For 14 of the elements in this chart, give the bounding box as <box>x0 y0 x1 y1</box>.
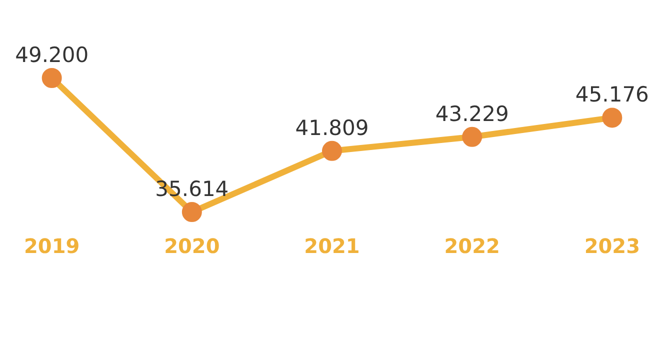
point <box>182 202 202 222</box>
point <box>322 140 342 161</box>
point <box>462 126 482 147</box>
x-tick-label: 2019 <box>24 234 80 258</box>
x-tick-label: 2022 <box>444 234 500 258</box>
data-label: 43.229 <box>435 102 509 126</box>
data-label: 45.176 <box>575 82 649 107</box>
x-tick-label: 2023 <box>584 234 640 258</box>
data-label: 41.809 <box>295 116 369 140</box>
point <box>42 68 62 88</box>
data-label: 49.200 <box>15 42 89 67</box>
x-tick-label: 2021 <box>304 234 360 258</box>
x-tick-label: 2020 <box>164 234 220 258</box>
point <box>602 108 622 128</box>
